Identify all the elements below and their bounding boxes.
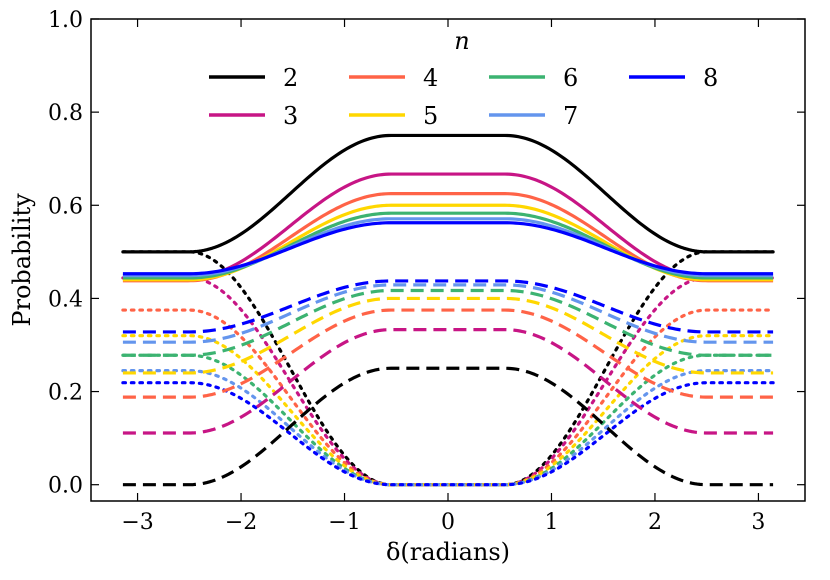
series-n8-dashed-line <box>123 281 773 332</box>
line-chart: −3 −2 −1 0 1 2 3 0.0 0.2 0.4 0.6 0.8 1.0 δ(radians)… <box>0 0 830 580</box>
y-tick-label: 0.8 <box>48 101 83 126</box>
x-axis-title: δ(radians) <box>386 538 510 566</box>
y-tick-label: 0.2 <box>48 381 83 406</box>
y-tick-label: 1.0 <box>48 8 83 33</box>
x-tick-label: −3 <box>121 510 153 535</box>
x-tick-label: 3 <box>751 510 765 535</box>
series-layer <box>123 135 773 484</box>
series-n7-dashed-line <box>123 285 773 342</box>
series-n6-dotted-line <box>123 355 773 484</box>
legend-title: n <box>454 27 469 55</box>
x-tick-label: 1 <box>544 510 558 535</box>
series-n4-dashed-line <box>123 310 773 397</box>
x-tick-label: −2 <box>225 510 257 535</box>
x-tick-label: −1 <box>328 510 360 535</box>
series-n5-solid-line <box>123 205 773 280</box>
legend-label-n2: 2 <box>283 64 298 92</box>
legend-label-n4: 4 <box>423 64 438 92</box>
y-axis-title: Probability <box>8 193 36 327</box>
axes-frame <box>91 19 805 501</box>
legend-label-n8: 8 <box>703 64 718 92</box>
legend-label-n6: 6 <box>563 64 578 92</box>
series-n5-dotted-line <box>123 336 773 485</box>
legend: n 2 3 4 5 6 7 8 <box>209 27 718 130</box>
y-tick-label: 0.6 <box>48 194 83 219</box>
series-n4-dotted-line <box>123 310 773 485</box>
legend-label-n3: 3 <box>283 102 298 130</box>
x-tick-label: 2 <box>648 510 662 535</box>
x-tick-label: 0 <box>441 510 455 535</box>
y-tick-label: 0.4 <box>48 287 83 312</box>
y-tick-label: 0.0 <box>48 474 83 499</box>
legend-label-n7: 7 <box>563 102 578 130</box>
series-n3-solid-line <box>123 174 773 277</box>
series-n8-dotted-line <box>123 383 773 485</box>
legend-label-n5: 5 <box>423 102 438 130</box>
